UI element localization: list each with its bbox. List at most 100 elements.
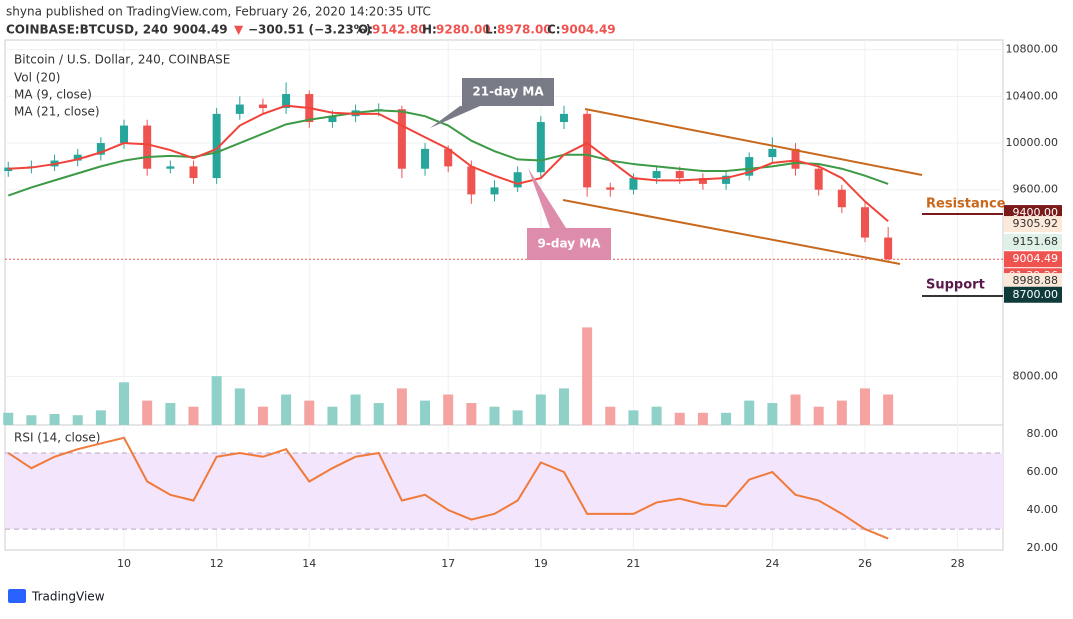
volume-bar	[304, 400, 315, 425]
x-tick-label: 12	[210, 557, 224, 570]
change: −300.51 (−3.23%)	[248, 23, 371, 37]
candle-body	[258, 104, 267, 109]
price-label-bg	[1004, 216, 1062, 233]
o: 9142.80	[372, 23, 427, 37]
candle-body	[189, 166, 198, 179]
volume-bar	[558, 388, 569, 425]
support-label: Support	[926, 278, 985, 293]
price-label-bg	[1004, 286, 1062, 303]
volume-bar	[26, 415, 37, 425]
candle-body	[745, 157, 754, 176]
volume-bar	[744, 400, 755, 425]
x-tick-label: 10	[117, 557, 131, 570]
volume-bar	[350, 394, 361, 425]
y-tick-label: 10000.00	[1006, 136, 1059, 149]
volume-bar	[535, 394, 546, 425]
ma9-callout-text: 9-day MA	[538, 237, 602, 251]
price-label: 8988.88	[1013, 274, 1059, 287]
price-label: 8700.00	[1013, 288, 1059, 301]
volume-bar	[859, 388, 870, 425]
candle-body	[444, 148, 453, 167]
brand[interactable]: TradingView	[31, 590, 105, 604]
rsi-tick-label: 40.00	[1027, 503, 1059, 516]
candle-body	[4, 167, 13, 172]
volume-bar	[373, 403, 384, 425]
volume-bar	[188, 406, 199, 425]
o-label: O:	[358, 23, 373, 37]
candle-body	[698, 178, 707, 184]
volume-bar	[443, 394, 454, 425]
price-label: 9004.49	[1013, 252, 1059, 265]
volume-bar	[628, 410, 639, 425]
volume-bar	[466, 403, 477, 425]
candle-body	[166, 166, 175, 169]
candle-body	[559, 113, 568, 123]
volume-bar	[883, 394, 894, 425]
ma9-callout: 9-day MA	[527, 168, 611, 260]
candle-body	[513, 172, 522, 188]
candle-body	[814, 168, 823, 190]
volume-bar	[211, 376, 222, 425]
resistance-trendline	[584, 108, 923, 176]
candle-body	[96, 143, 105, 155]
candle-body	[120, 125, 129, 144]
rsi-line	[7, 436, 889, 540]
candle-body	[143, 125, 152, 169]
candle-body	[629, 178, 638, 190]
x-tick-label: 19	[534, 557, 548, 570]
candle-body	[397, 109, 406, 169]
volume-bar	[836, 400, 847, 425]
rsi-tick-label: 60.00	[1027, 465, 1059, 478]
candle-body	[73, 154, 82, 161]
legend-ma21: MA (21, close)	[14, 105, 100, 119]
x-tick-label: 26	[858, 557, 872, 570]
price-label-bg	[1004, 273, 1062, 290]
c: 9004.49	[561, 23, 616, 37]
h-label: H:	[422, 23, 437, 37]
volume-bar	[489, 406, 500, 425]
x-tick-label: 24	[765, 557, 779, 570]
ma21-callout: 21-day MA	[430, 78, 554, 128]
c-label: C:	[547, 23, 561, 37]
candle-body	[583, 113, 592, 188]
l: 8978.00	[497, 23, 552, 37]
arrow: ▼	[234, 23, 244, 37]
resistance-label: Resistance	[926, 197, 1006, 212]
volume-bar	[49, 414, 60, 425]
volume-bar	[721, 412, 732, 425]
volume-bar	[72, 415, 83, 425]
rsi-band	[5, 452, 1003, 530]
legend: Bitcoin / U.S. Dollar, 240, COINBASE Vol…	[14, 53, 230, 445]
y-tick-label: 10400.00	[1006, 89, 1059, 102]
volume-bar	[767, 403, 778, 425]
volume-bar	[119, 382, 130, 425]
volume-bar	[674, 412, 685, 425]
candle-body	[212, 113, 221, 179]
ma9-line	[8, 104, 889, 222]
volume-bar	[420, 400, 431, 425]
price-label-bg	[1004, 251, 1062, 268]
volume-bar	[257, 406, 268, 425]
candle-body	[768, 148, 777, 158]
x-tick-label: 28	[951, 557, 965, 570]
volume-bar	[605, 406, 616, 425]
h: 9280.00	[436, 23, 491, 37]
candle-body	[467, 166, 476, 195]
candle-body	[328, 116, 337, 123]
volume-bar	[651, 406, 662, 425]
candle-body	[860, 207, 869, 238]
volume-bar	[165, 403, 176, 425]
volume-bar	[396, 388, 407, 425]
candle-body	[791, 148, 800, 169]
volume-bar	[234, 388, 245, 425]
l-label: L:	[485, 23, 497, 37]
candle-body	[884, 237, 893, 260]
candle-body	[421, 148, 430, 169]
legend-vol: Vol (20)	[14, 71, 60, 85]
volume-bar	[582, 327, 593, 425]
volume-bar	[142, 400, 153, 425]
candle-body	[282, 94, 291, 109]
candle-body	[536, 122, 545, 173]
volume-bar	[813, 406, 824, 425]
